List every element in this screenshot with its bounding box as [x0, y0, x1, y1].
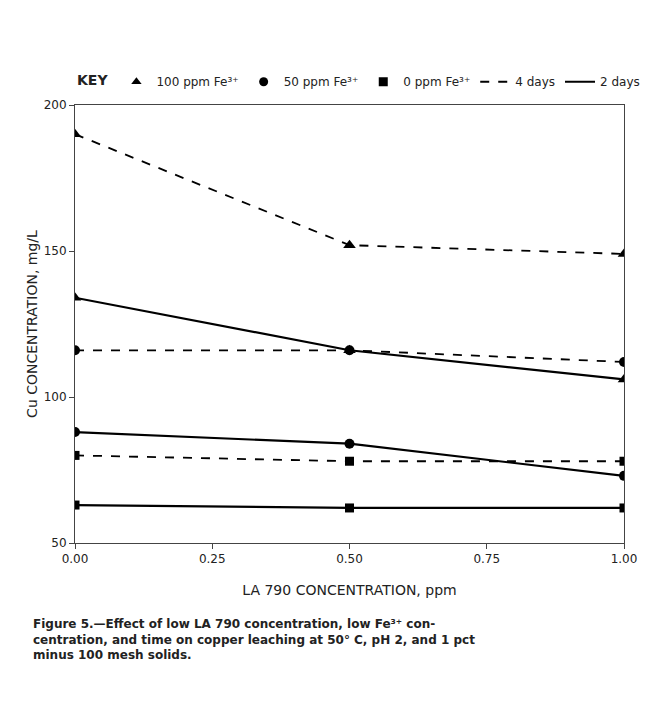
svg-text:Cu CONCENTRATION, mg/L: Cu CONCENTRATION, mg/L	[24, 230, 40, 418]
svg-text:0 ppm Fe³⁺: 0 ppm Fe³⁺	[403, 75, 470, 89]
svg-text:LA 790 CONCENTRATION, ppm: LA 790 CONCENTRATION, ppm	[242, 582, 456, 598]
svg-text:0.50: 0.50	[336, 552, 363, 566]
svg-text:2 days: 2 days	[600, 75, 640, 89]
svg-text:4 days: 4 days	[515, 75, 555, 89]
svg-text:200: 200	[44, 98, 67, 112]
svg-text:Figure 5.—Effect of low LA 790: Figure 5.—Effect of low LA 790 concentra…	[33, 617, 475, 662]
svg-text:100 ppm Fe³⁺: 100 ppm Fe³⁺	[156, 75, 238, 89]
svg-text:KEY: KEY	[77, 72, 108, 88]
svg-text:1.00: 1.00	[611, 552, 638, 566]
svg-text:150: 150	[44, 244, 67, 258]
svg-text:0.75: 0.75	[473, 552, 500, 566]
svg-text:50: 50	[51, 536, 66, 550]
svg-text:100: 100	[44, 390, 67, 404]
svg-text:0.25: 0.25	[199, 552, 226, 566]
svg-text:0.00: 0.00	[62, 552, 89, 566]
svg-text:50 ppm Fe³⁺: 50 ppm Fe³⁺	[284, 75, 359, 89]
